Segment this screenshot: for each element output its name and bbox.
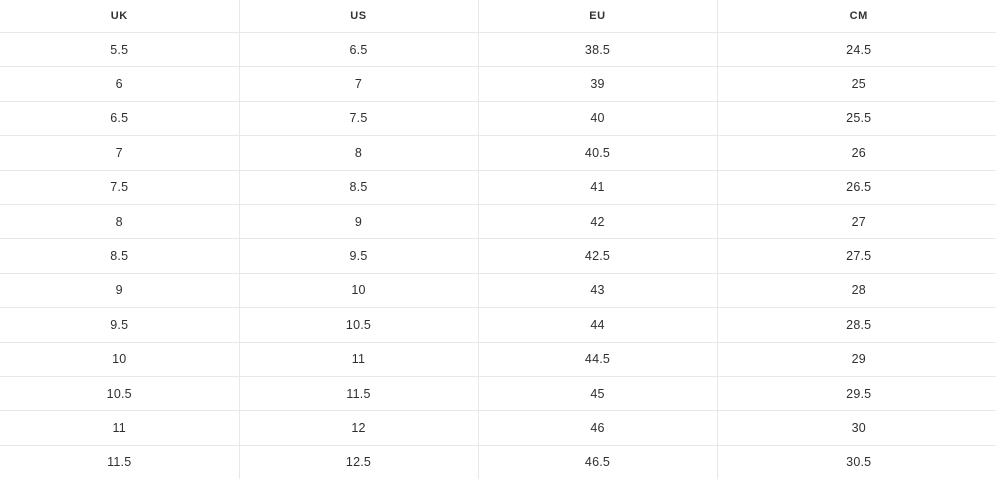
cell-eu: 44 [478, 308, 717, 342]
cell-cm: 26 [717, 136, 1000, 170]
cell-us: 8.5 [239, 170, 478, 204]
table-header: UK US EU CM [0, 0, 1000, 33]
cell-cm: 29 [717, 342, 1000, 376]
cell-uk: 10 [0, 342, 239, 376]
cell-cm: 30.5 [717, 445, 1000, 479]
table-row: 11.5 12.5 46.5 30.5 [0, 445, 1000, 479]
size-chart-container: UK US EU CM 5.5 6.5 38.5 24.5 6 7 39 25 … [0, 0, 1000, 461]
cell-uk: 9 [0, 273, 239, 307]
cell-uk: 11 [0, 411, 239, 445]
cell-cm: 28.5 [717, 308, 1000, 342]
table-row: 9.5 10.5 44 28.5 [0, 308, 1000, 342]
table-body: 5.5 6.5 38.5 24.5 6 7 39 25 6.5 7.5 40 2… [0, 33, 1000, 479]
cell-uk: 8.5 [0, 239, 239, 273]
cell-uk: 9.5 [0, 308, 239, 342]
column-header-us: US [239, 0, 478, 33]
cell-cm: 26.5 [717, 170, 1000, 204]
cell-us: 12 [239, 411, 478, 445]
table-row: 7.5 8.5 41 26.5 [0, 170, 1000, 204]
cell-eu: 46.5 [478, 445, 717, 479]
cell-us: 11 [239, 342, 478, 376]
cell-uk: 6 [0, 67, 239, 101]
cell-uk: 7.5 [0, 170, 239, 204]
cell-eu: 39 [478, 67, 717, 101]
cell-cm: 25.5 [717, 101, 1000, 135]
cell-cm: 24.5 [717, 33, 1000, 67]
cell-uk: 5.5 [0, 33, 239, 67]
cell-us: 10 [239, 273, 478, 307]
cell-us: 7.5 [239, 101, 478, 135]
cell-us: 9 [239, 204, 478, 238]
cell-us: 9.5 [239, 239, 478, 273]
table-row: 11 12 46 30 [0, 411, 1000, 445]
table-row: 9 10 43 28 [0, 273, 1000, 307]
cell-cm: 29.5 [717, 376, 1000, 410]
cell-eu: 42.5 [478, 239, 717, 273]
table-row: 7 8 40.5 26 [0, 136, 1000, 170]
cell-uk: 10.5 [0, 376, 239, 410]
table-header-row: UK US EU CM [0, 0, 1000, 33]
table-row: 10.5 11.5 45 29.5 [0, 376, 1000, 410]
cell-us: 8 [239, 136, 478, 170]
cell-uk: 8 [0, 204, 239, 238]
cell-uk: 7 [0, 136, 239, 170]
cell-eu: 43 [478, 273, 717, 307]
cell-cm: 25 [717, 67, 1000, 101]
cell-cm: 27 [717, 204, 1000, 238]
table-row: 6 7 39 25 [0, 67, 1000, 101]
table-row: 6.5 7.5 40 25.5 [0, 101, 1000, 135]
cell-uk: 6.5 [0, 101, 239, 135]
cell-eu: 40 [478, 101, 717, 135]
column-header-uk: UK [0, 0, 239, 33]
column-header-cm: CM [717, 0, 1000, 33]
table-row: 8 9 42 27 [0, 204, 1000, 238]
cell-eu: 38.5 [478, 33, 717, 67]
cell-cm: 27.5 [717, 239, 1000, 273]
cell-uk: 11.5 [0, 445, 239, 479]
table-row: 10 11 44.5 29 [0, 342, 1000, 376]
cell-us: 6.5 [239, 33, 478, 67]
cell-cm: 30 [717, 411, 1000, 445]
cell-eu: 44.5 [478, 342, 717, 376]
cell-eu: 46 [478, 411, 717, 445]
table-row: 8.5 9.5 42.5 27.5 [0, 239, 1000, 273]
cell-us: 7 [239, 67, 478, 101]
cell-eu: 41 [478, 170, 717, 204]
cell-eu: 42 [478, 204, 717, 238]
column-header-eu: EU [478, 0, 717, 33]
cell-eu: 40.5 [478, 136, 717, 170]
table-row: 5.5 6.5 38.5 24.5 [0, 33, 1000, 67]
cell-eu: 45 [478, 376, 717, 410]
cell-us: 11.5 [239, 376, 478, 410]
cell-us: 12.5 [239, 445, 478, 479]
cell-cm: 28 [717, 273, 1000, 307]
cell-us: 10.5 [239, 308, 478, 342]
